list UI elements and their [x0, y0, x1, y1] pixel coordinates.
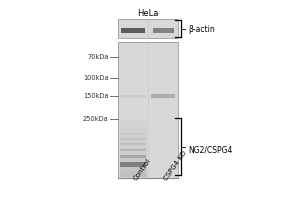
Bar	[119, 153, 146, 154]
Bar	[119, 171, 146, 172]
Bar	[119, 163, 146, 164]
Bar	[119, 122, 146, 123]
Bar	[119, 139, 146, 141]
Bar	[119, 121, 146, 122]
Bar	[119, 137, 146, 138]
Bar	[120, 138, 146, 140]
Bar	[119, 174, 146, 175]
Text: NG2/CSPG4: NG2/CSPG4	[188, 146, 232, 154]
Bar	[119, 145, 146, 146]
Bar	[119, 148, 146, 150]
Bar	[119, 120, 146, 121]
Bar	[119, 159, 146, 160]
Text: 250kDa: 250kDa	[83, 116, 109, 122]
Bar	[119, 168, 146, 169]
Bar	[119, 129, 146, 130]
Bar	[119, 146, 146, 147]
Bar	[119, 170, 146, 171]
Text: 150kDa: 150kDa	[83, 93, 109, 99]
Bar	[119, 142, 146, 143]
Bar	[120, 95, 146, 98]
Bar	[119, 167, 146, 168]
Bar	[119, 138, 146, 139]
Bar	[119, 160, 146, 161]
Bar	[120, 149, 146, 151]
Bar	[119, 172, 146, 174]
Bar	[119, 152, 146, 153]
Bar	[119, 175, 146, 176]
Bar	[119, 127, 146, 128]
Bar	[119, 164, 146, 166]
Bar	[151, 94, 175, 98]
Bar	[119, 123, 146, 125]
Bar	[119, 155, 146, 156]
Text: 100kDa: 100kDa	[83, 75, 109, 81]
Bar	[152, 28, 173, 33]
Bar	[119, 147, 146, 148]
Bar	[120, 143, 146, 145]
Bar	[118, 19, 178, 38]
Bar	[119, 151, 146, 152]
Bar	[119, 136, 146, 137]
Text: CSPG4 KO: CSPG4 KO	[163, 150, 188, 182]
Bar	[119, 154, 146, 155]
Bar	[120, 154, 146, 158]
Bar	[119, 126, 146, 127]
Bar	[119, 133, 146, 134]
Bar	[119, 176, 146, 177]
Bar	[119, 141, 146, 142]
Bar	[119, 166, 146, 167]
Bar	[119, 131, 146, 133]
Bar	[119, 161, 146, 162]
Bar	[119, 125, 146, 126]
Bar	[121, 28, 145, 33]
Text: HeLa: HeLa	[137, 9, 159, 18]
Bar	[119, 150, 146, 151]
Bar	[119, 158, 146, 159]
Bar	[119, 128, 146, 129]
Bar	[120, 162, 146, 166]
Bar	[118, 42, 178, 178]
Bar	[119, 156, 146, 158]
Bar	[119, 135, 146, 136]
Bar	[119, 169, 146, 170]
Text: β-actin: β-actin	[188, 24, 215, 33]
Bar	[120, 133, 146, 135]
Bar	[118, 19, 178, 38]
Bar	[119, 143, 146, 144]
Text: 70kDa: 70kDa	[87, 54, 109, 60]
Text: Control: Control	[133, 158, 152, 182]
Bar	[119, 162, 146, 163]
Bar	[119, 144, 146, 145]
Bar	[118, 42, 178, 178]
Bar	[119, 130, 146, 131]
Bar	[119, 134, 146, 135]
